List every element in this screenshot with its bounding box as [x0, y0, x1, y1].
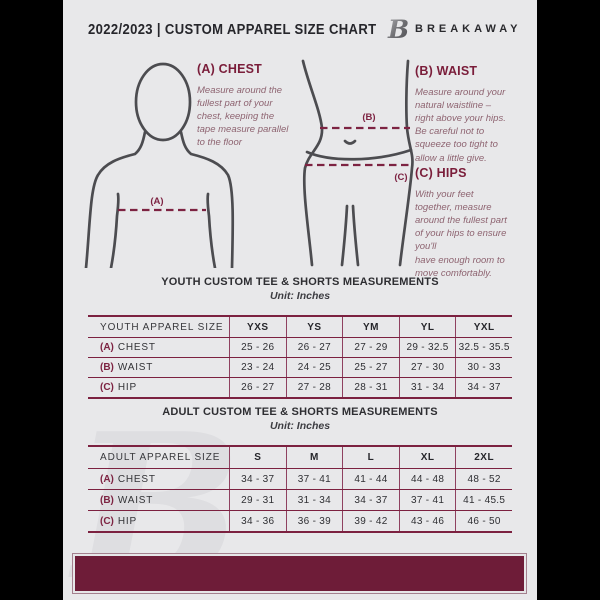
youth-waist-row: (B) WAIST 23 - 24 24 - 25 25 - 27 27 - 30… — [88, 357, 512, 377]
col-header-s: S — [229, 447, 286, 468]
cell-value: 27 - 28 — [285, 378, 343, 397]
cell-value: 23 - 24 — [229, 358, 286, 377]
row-label: WAIST — [117, 494, 154, 506]
cell-value: 31 - 34 — [398, 378, 456, 397]
cell-value: 29 - 31 — [229, 490, 286, 510]
adult-table-header-row: ADULT APPAREL SIZE S M L XL 2XL — [88, 447, 512, 468]
cell-value: 29 - 32.5 — [398, 338, 456, 357]
col-header-yxl: YXL — [455, 317, 512, 337]
adult-hip-row: (C) HIP 34 - 36 36 - 39 39 - 42 43 - 46 4… — [88, 510, 512, 531]
svg-text:B: B — [387, 15, 409, 44]
cell-value: 36 - 39 — [285, 511, 343, 531]
cell-value: 32.5 - 35.5 — [455, 338, 512, 357]
chest-heading: (A) CHEST — [197, 62, 262, 76]
cell-value: 26 - 27 — [285, 338, 343, 357]
adult-size-table-section: ADULT CUSTOM TEE & SHORTS MEASUREMENTS U… — [88, 406, 512, 533]
navel-mark — [343, 139, 357, 145]
col-header-xl: XL — [398, 447, 456, 468]
cell-value: 48 - 52 — [455, 469, 512, 489]
row-key: (A) — [100, 473, 114, 485]
cell-value: 30 - 33 — [455, 358, 512, 377]
hip-curve — [305, 148, 413, 161]
col-header-yxs: YXS — [229, 317, 286, 337]
cell-value: 34 - 37 — [455, 378, 512, 397]
row-label: HIP — [117, 382, 137, 393]
youth-size-col-header: YOUTH APPAREL SIZE — [100, 321, 224, 333]
cell-value: 31 - 34 — [285, 490, 343, 510]
cell-value: 41 - 45.5 — [455, 490, 512, 510]
cell-value: 34 - 37 — [229, 469, 286, 489]
row-key: (A) — [100, 342, 114, 353]
cell-value: 25 - 27 — [342, 358, 399, 377]
cell-value: 34 - 37 — [342, 490, 399, 510]
col-header-m: M — [285, 447, 343, 468]
adult-table-unit: Unit: Inches — [269, 420, 331, 432]
col-header-ym: YM — [342, 317, 399, 337]
cell-value: 44 - 48 — [398, 469, 456, 489]
adult-waist-row: (B) WAIST 29 - 31 31 - 34 34 - 37 37 - 41… — [88, 489, 512, 510]
row-label: HIP — [117, 515, 137, 527]
hips-heading-key: (C) — [415, 166, 433, 180]
col-header-2xl: 2XL — [455, 447, 512, 468]
hips-heading-name: HIPS — [436, 166, 467, 180]
size-chart-page: B 2022/2023 | CUSTOM APPAREL SIZE CHART … — [63, 0, 537, 600]
cell-value: 43 - 46 — [398, 511, 456, 531]
adult-size-table: ADULT APPAREL SIZE S M L XL 2XL (A) CHEST… — [88, 445, 512, 533]
waist-heading-name: WAIST — [436, 64, 478, 78]
cell-value: 39 - 42 — [342, 511, 399, 531]
lower-body-diagram: (B) (C) — [301, 59, 414, 267]
hips-description: With your feet together, measure around … — [415, 189, 507, 279]
cell-value: 41 - 44 — [342, 469, 399, 489]
chest-line-label: (A) — [150, 196, 163, 207]
row-key: (B) — [100, 494, 114, 506]
chest-heading-key: (A) — [197, 62, 215, 76]
brand-logo-group: B BREAKAWAY — [379, 14, 522, 44]
row-key: (C) — [100, 382, 114, 393]
row-key: (C) — [100, 515, 114, 527]
cell-value: 26 - 27 — [229, 378, 286, 397]
cell-value: 37 - 41 — [285, 469, 343, 489]
hip-line-label: (C) — [394, 172, 407, 183]
chest-description: Measure around the fullest part of your … — [197, 85, 289, 149]
adult-chest-row: (A) CHEST 34 - 37 37 - 41 41 - 44 44 - 48… — [88, 468, 512, 489]
page-title: 2022/2023 | CUSTOM APPAREL SIZE CHART — [88, 22, 377, 38]
cell-value: 27 - 29 — [342, 338, 399, 357]
youth-table-header-row: YOUTH APPAREL SIZE YXS YS YM YL YXL — [88, 317, 512, 337]
youth-size-table-section: YOUTH CUSTOM TEE & SHORTS MEASUREMENTS U… — [88, 276, 512, 399]
breakaway-logo-icon: B — [381, 15, 409, 44]
youth-table-unit: Unit: Inches — [269, 290, 331, 302]
row-label: WAIST — [117, 362, 154, 373]
cell-value: 24 - 25 — [285, 358, 343, 377]
cell-value: 25 - 26 — [229, 338, 286, 357]
adult-table-title: ADULT CUSTOM TEE & SHORTS MEASUREMENTS — [162, 406, 438, 418]
row-label: CHEST — [117, 473, 156, 485]
cell-value: 46 - 50 — [455, 511, 512, 531]
youth-hip-row: (C) HIP 26 - 27 27 - 28 28 - 31 31 - 34 3… — [88, 377, 512, 397]
col-header-ys: YS — [285, 317, 343, 337]
row-key: (B) — [100, 362, 114, 373]
adult-size-col-header: ADULT APPAREL SIZE — [100, 452, 221, 463]
hips-heading: (C) HIPS — [415, 166, 467, 180]
cell-value: 28 - 31 — [342, 378, 399, 397]
youth-size-table: YOUTH APPAREL SIZE YXS YS YM YL YXL (A) C… — [88, 315, 512, 399]
chest-heading-name: CHEST — [218, 62, 263, 76]
footer-accent-bar — [73, 554, 526, 593]
row-label: CHEST — [117, 342, 156, 353]
col-header-l: L — [342, 447, 399, 468]
brand-name: BREAKAWAY — [415, 23, 522, 35]
cell-value: 34 - 36 — [229, 511, 286, 531]
waist-line-label: (B) — [362, 112, 375, 123]
youth-chest-row: (A) CHEST 25 - 26 26 - 27 27 - 29 29 - 32… — [88, 337, 512, 357]
waist-description: Measure around your natural waistline – … — [415, 87, 506, 164]
waist-heading-key: (B) — [415, 64, 433, 78]
cell-value: 37 - 41 — [398, 490, 456, 510]
youth-table-title: YOUTH CUSTOM TEE & SHORTS MEASUREMENTS — [161, 276, 439, 288]
head-outline — [134, 62, 192, 142]
cell-value: 27 - 30 — [398, 358, 456, 377]
col-header-yl: YL — [398, 317, 456, 337]
waist-heading: (B) WAIST — [415, 64, 477, 78]
torso-diagram: (A) — [84, 62, 235, 268]
